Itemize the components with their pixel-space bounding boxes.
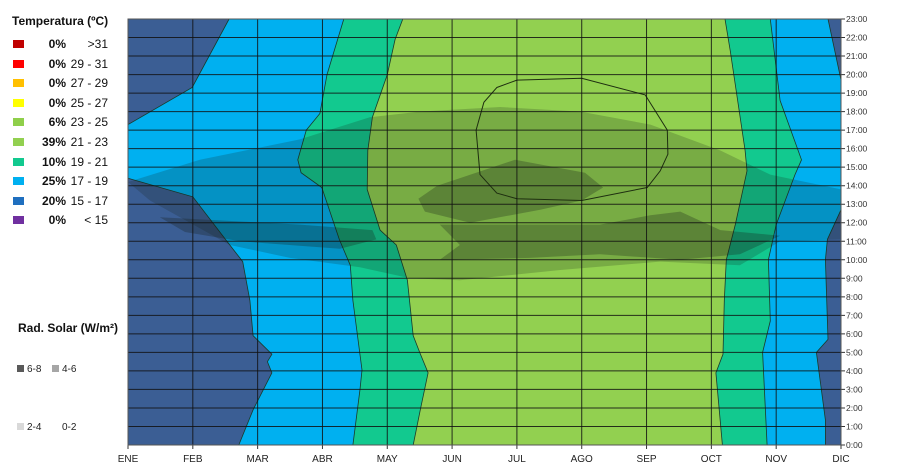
temperature-legend-item: 25% 17 - 19 [0,174,120,190]
legend-percent: 0% [48,213,66,228]
x-tick-label: AGO [571,454,593,465]
y-tick-label: 9:00 [846,273,863,283]
temperature-contour-23-25 [475,77,669,202]
x-tick-label: ENE [118,454,139,465]
y-tick-label: 4:00 [846,366,863,376]
legend-percent: 0% [48,76,66,91]
radiation-legend-title: Rad. Solar (W/m²) [18,321,119,335]
legend-label: 6-8 [27,364,42,375]
legend-label: 4-6 [62,364,77,375]
x-tick-label: NOV [765,454,787,465]
y-tick-label: 17:00 [846,125,868,135]
y-tick-label: 16:00 [846,144,868,154]
radiation-legend-item: 4-6 [52,364,76,375]
legend-range: 27 - 29 [70,76,108,91]
legend-range: 19 - 21 [70,154,108,169]
legend-label: 2-4 [27,422,42,433]
legend-swatch [17,423,24,430]
legend-swatch [13,196,24,205]
legend-swatch [13,177,24,186]
x-tick-label: SEP [637,454,657,465]
y-tick-label: 5:00 [846,347,863,357]
y-tick-label: 12:00 [846,218,868,228]
x-tick-label: JUN [442,454,461,465]
y-tick-label: 0:00 [846,440,863,450]
y-tick-label: 3:00 [846,384,863,394]
y-tick-label: 23:00 [846,14,868,24]
y-tick-label: 20:00 [846,70,868,80]
legend-percent: 0% [48,95,66,110]
legend-percent: 0% [48,56,66,71]
y-tick-label: 11:00 [846,236,867,246]
plot-border [127,18,842,446]
temperature-legend-item: 0% 25 - 27 [0,96,120,112]
legend-range: 17 - 19 [70,174,108,189]
legend-swatch [13,216,24,225]
radiation-region-6-8 [418,159,604,223]
y-tick-label: 15:00 [846,162,868,172]
x-tick-label: ABR [312,454,333,465]
y-tick-label: 14:00 [846,181,868,191]
legend-swatch [17,365,24,372]
legend-percent: 6% [48,115,66,130]
legend-range: 15 - 17 [70,193,108,208]
y-tick-label: 6:00 [846,329,863,339]
y-tick-label: 10:00 [846,255,868,265]
temperature-legend-item: 39% 21 - 23 [0,135,120,151]
x-tick-label: DIC [832,454,849,465]
y-tick-label: 2:00 [846,403,863,413]
legend-percent: 25% [41,174,66,189]
temperature-legend-item: 0% >31 [0,37,120,53]
legend-range: 23 - 25 [70,115,108,130]
legend-swatch [52,365,59,372]
legend-swatch [13,98,24,107]
y-tick-label: 22:00 [846,33,868,43]
legend-swatch [13,118,24,127]
x-tick-label: MAR [247,454,269,465]
legend-percent: 10% [41,154,66,169]
legend-range: >31 [87,37,108,51]
legend-swatch [13,138,24,146]
radiation-region-4-6 [128,107,841,281]
y-tick-label: 7:00 [846,310,863,320]
temperature-legend-item: 20% 15 - 17 [0,194,120,210]
legend-range: 21 - 23 [70,135,108,149]
legend-percent: 20% [41,193,66,208]
y-tick-label: 18:00 [846,107,868,117]
legend-range: 25 - 27 [70,95,108,110]
legend-swatch [52,423,59,430]
y-tick-label: 21:00 [846,51,868,61]
legend-swatch [13,59,24,68]
x-tick-label: OCT [701,454,722,465]
temperature-legend-item: 0% 27 - 29 [0,76,120,92]
radiation-legend-item: 2-4 [17,422,41,433]
legend-percent: 39% [41,135,66,149]
temperature-region-21-23 [366,18,748,446]
radiation-legend-item: 6-8 [17,364,41,375]
y-tick-label: 1:00 [846,421,863,431]
y-tick-label: 13:00 [846,199,868,209]
legend-percent: 0% [48,37,66,51]
legend-swatch [13,40,24,48]
legend-swatch [13,157,24,166]
y-tick-label: 8:00 [846,292,863,302]
radiation-region-6-8 [439,211,781,260]
legend-swatch [13,79,24,88]
legend-range: 29 - 31 [70,56,108,71]
temperature-legend-title: Temperatura (ºC) [12,14,109,28]
legend-range: < 15 [84,213,108,228]
legend-label: 0-2 [62,422,77,433]
x-tick-label: JUL [508,454,526,465]
y-tick-label: 19:00 [846,88,868,98]
temperature-legend-item: 0% 29 - 31 [0,57,120,73]
x-tick-label: MAY [377,454,398,465]
radiation-legend-item: 0-2 [52,422,76,433]
temperature-legend-item: 10% 19 - 21 [0,155,120,171]
temperature-legend-item: 0% < 15 [0,213,120,229]
x-tick-label: FEB [183,454,203,465]
temperature-legend-item: 6% 23 - 25 [0,115,120,131]
